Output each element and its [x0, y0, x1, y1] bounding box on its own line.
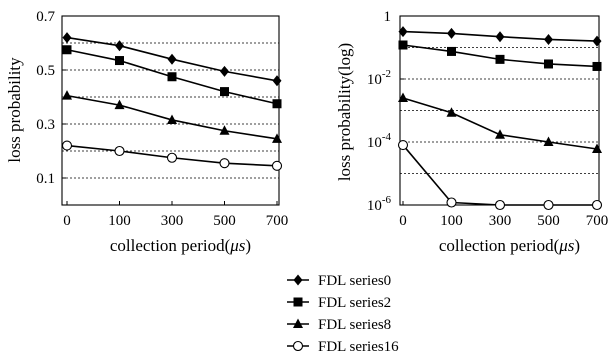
legend-marker	[293, 297, 303, 307]
series-fdl-series16	[397, 140, 603, 211]
legend-item: FDL series0	[287, 273, 391, 289]
data-point	[543, 199, 554, 211]
x-axis-label: collection period(μs)	[110, 236, 251, 255]
data-point	[272, 133, 282, 143]
series-fdl-series0	[62, 32, 282, 87]
data-point	[115, 40, 124, 52]
legend-marker	[292, 340, 304, 351]
x-tick-label: 500	[213, 213, 236, 229]
data-point	[62, 32, 72, 44]
linear-loss-chart: 0.1 0.3 0.5 0.7 0 100 300 500 700 collection peri…	[5, 9, 288, 255]
series-line	[402, 97, 598, 150]
series-fdl-series2	[62, 45, 282, 109]
data-point	[398, 40, 408, 50]
series-line	[402, 144, 597, 206]
data-point	[397, 140, 409, 151]
series-fdl-series8	[62, 90, 282, 143]
y-tick-label: 1	[384, 9, 392, 25]
y-tick-label: 0.5	[36, 63, 55, 79]
x-tick-label: 500	[537, 213, 560, 229]
data-point	[446, 107, 457, 117]
legend-label: FDL series2	[318, 295, 391, 311]
legend-label: FDL series0	[318, 273, 391, 289]
data-point	[220, 87, 229, 97]
data-point	[592, 35, 602, 47]
data-point	[62, 45, 72, 55]
data-point	[115, 56, 124, 66]
data-point	[495, 129, 505, 139]
data-point	[592, 61, 602, 71]
data-point	[166, 152, 178, 163]
series-fdl-series16	[61, 140, 283, 171]
x-tick-label: 100	[108, 213, 131, 229]
data-point	[543, 136, 554, 146]
data-point	[61, 140, 73, 151]
data-point	[220, 65, 229, 77]
y-tick-labels: 1 10-2 10-4 10-6	[367, 9, 404, 214]
log-loss-chart: 1 10-2 10-4 10-6 0 100 300 500 700 collection per…	[335, 9, 608, 255]
legend-marker	[293, 318, 303, 328]
data-point	[219, 158, 230, 169]
data-point	[114, 99, 125, 110]
legend-item: FDL series16	[287, 339, 399, 351]
data-point	[446, 197, 457, 208]
x-tick-label: 0	[63, 213, 71, 229]
data-point	[167, 114, 177, 124]
data-point	[167, 53, 177, 65]
data-point	[167, 72, 177, 82]
data-point	[62, 90, 72, 100]
data-point	[114, 145, 125, 157]
y-tick-label: 10-6	[367, 194, 392, 214]
data-point	[495, 31, 505, 43]
legend-marker	[293, 274, 303, 286]
x-tick-label: 0	[399, 213, 407, 229]
data-point	[544, 59, 553, 69]
data-point	[447, 27, 456, 39]
y-tick-label: 0.1	[36, 171, 55, 187]
x-tick-labels: 0 100 300 500 700	[399, 201, 608, 229]
x-tick-label: 300	[489, 213, 512, 229]
series-fdl-series8	[398, 92, 602, 153]
series-fdl-series0	[398, 26, 602, 47]
legend-label: FDL series8	[318, 317, 391, 333]
y-axis-label: loss probability(log)	[335, 43, 354, 181]
x-tick-label: 300	[161, 213, 184, 229]
y-tick-label: 0.3	[36, 117, 55, 133]
series-fdl-series2	[398, 40, 602, 71]
gridlines	[400, 47, 599, 174]
legend-label: FDL series16	[318, 339, 399, 351]
data-point	[272, 99, 282, 109]
data-point	[219, 125, 230, 135]
y-tick-label: 10-2	[367, 68, 391, 88]
data-point	[494, 199, 506, 211]
data-point	[398, 92, 408, 102]
y-tick-labels: 0.1 0.3 0.5 0.7	[36, 9, 66, 187]
x-axis-label: collection period(μs)	[439, 236, 580, 255]
x-tick-labels: 0 100 300 500 700	[63, 201, 288, 229]
legend: FDL series0 FDL series2 FDL series8 FDL ser…	[287, 273, 399, 351]
data-point	[495, 54, 505, 64]
x-tick-label: 700	[586, 213, 609, 229]
y-tick-label: 10-4	[367, 131, 392, 151]
data-point	[591, 199, 603, 211]
y-tick-label: 0.7	[36, 9, 55, 25]
legend-item: FDL series2	[287, 295, 391, 311]
data-point	[398, 26, 408, 38]
x-tick-label: 100	[440, 213, 463, 229]
plot-frame	[61, 15, 280, 206]
data-point	[272, 75, 282, 87]
data-point	[544, 33, 553, 45]
x-tick-label: 700	[266, 213, 289, 229]
data-point	[592, 143, 602, 153]
legend-item: FDL series8	[287, 317, 391, 333]
y-axis-label: loss probability	[5, 57, 24, 163]
data-point	[271, 160, 283, 171]
data-point	[447, 46, 456, 56]
